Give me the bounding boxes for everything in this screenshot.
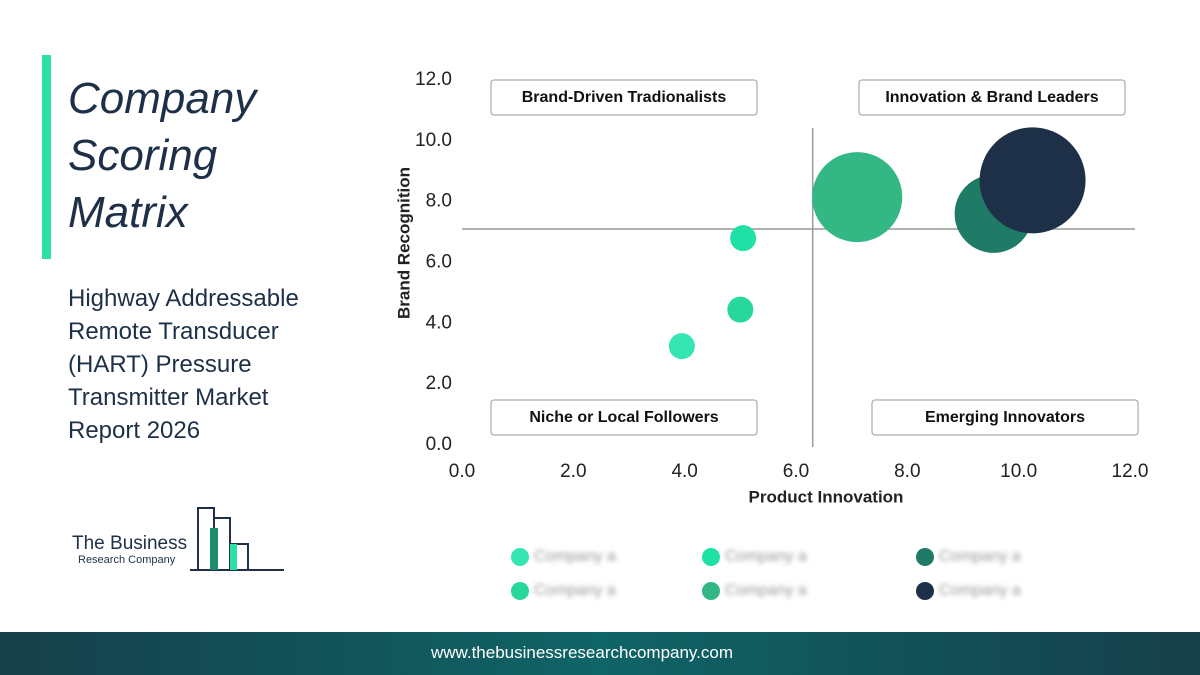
y-tick-label: 0.0 bbox=[426, 434, 452, 455]
page-title: Company Scoring Matrix bbox=[68, 74, 257, 237]
logo: The Business Research Company bbox=[72, 507, 284, 571]
legend-marker bbox=[511, 548, 529, 566]
legend-label: Company a bbox=[534, 548, 616, 565]
quadrant-box bbox=[871, 399, 1139, 436]
quadrant-box bbox=[490, 399, 758, 436]
legend-label: Company a bbox=[725, 548, 807, 565]
x-tick-label: 10.0 bbox=[1000, 461, 1037, 482]
y-tick-label: 12.0 bbox=[415, 69, 452, 90]
page-subtitle: Highway Addressable Remote Transducer (H… bbox=[68, 285, 299, 444]
legend-marker bbox=[702, 582, 720, 600]
legend-marker bbox=[916, 582, 934, 600]
bubble bbox=[812, 152, 903, 243]
quadrant-label: Brand-Driven Tradionalists bbox=[522, 89, 727, 106]
bubble bbox=[668, 333, 695, 360]
y-tick-label: 2.0 bbox=[426, 373, 452, 394]
chart: Product Innovation Brand Recognition 0.0… bbox=[394, 69, 1149, 600]
accent-bar bbox=[42, 55, 51, 259]
bubble bbox=[979, 127, 1086, 234]
quadrant-box bbox=[490, 79, 758, 116]
y-tick-label: 6.0 bbox=[426, 252, 452, 273]
x-tick-label: 4.0 bbox=[671, 461, 697, 482]
legend-marker bbox=[702, 548, 720, 566]
quadrant-box bbox=[858, 79, 1126, 116]
y-tick-label: 4.0 bbox=[426, 312, 452, 333]
legend-label: Company a bbox=[939, 548, 1021, 565]
quadrant-label: Innovation & Brand Leaders bbox=[885, 89, 1098, 106]
quadrant-label: Emerging Innovators bbox=[925, 409, 1085, 426]
x-tick-label: 2.0 bbox=[560, 461, 586, 482]
legend-label: Company a bbox=[725, 582, 807, 599]
logo-line2: Research Company bbox=[78, 554, 176, 566]
y-axis-title: Brand Recognition bbox=[394, 167, 413, 319]
legend-label: Company a bbox=[939, 582, 1021, 599]
x-axis-title: Product Innovation bbox=[749, 487, 904, 506]
bubble bbox=[727, 296, 754, 323]
x-tick-label: 0.0 bbox=[449, 461, 475, 482]
bubble bbox=[730, 225, 757, 252]
x-tick-label: 8.0 bbox=[894, 461, 920, 482]
y-tick-label: 10.0 bbox=[415, 130, 452, 151]
logo-line1: The Business bbox=[72, 533, 187, 554]
x-tick-label: 12.0 bbox=[1112, 461, 1149, 482]
footer-url: www.thebusinessresearchcompany.com bbox=[430, 643, 734, 662]
y-tick-label: 8.0 bbox=[426, 191, 452, 212]
x-tick-label: 6.0 bbox=[783, 461, 809, 482]
legend-marker bbox=[916, 548, 934, 566]
legend-label: Company a bbox=[534, 582, 616, 599]
legend-marker bbox=[511, 582, 529, 600]
footer-bar bbox=[0, 632, 1200, 675]
quadrant-label: Niche or Local Followers bbox=[529, 409, 718, 426]
